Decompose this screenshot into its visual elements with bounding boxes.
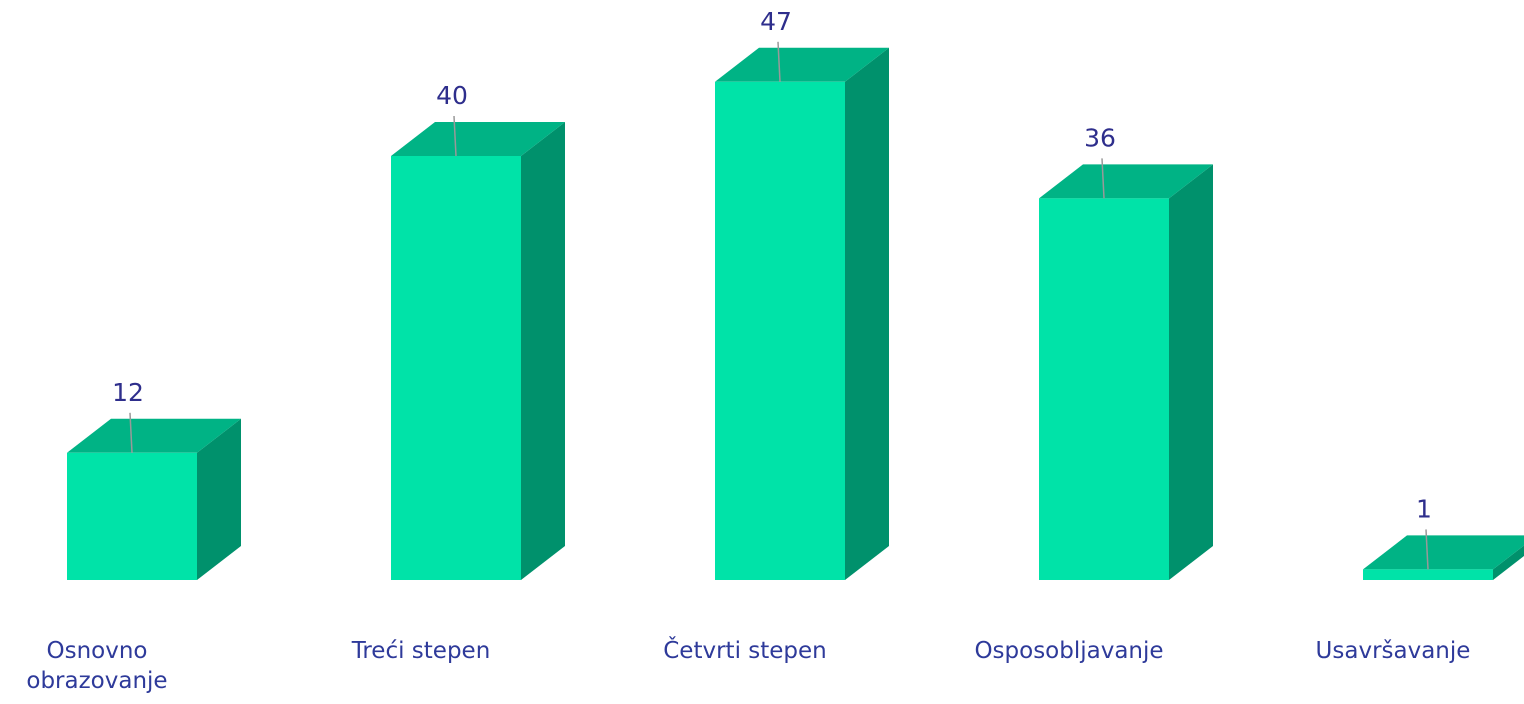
leader-line	[1101, 158, 1105, 199]
bar-top	[67, 418, 241, 453]
x-tick-label: Usavršavanje	[1315, 638, 1471, 664]
x-tick-label: Osnovno obrazovanje	[26, 638, 168, 694]
bar-side	[1493, 545, 1524, 580]
leader-line	[129, 412, 133, 453]
leader-line	[453, 115, 457, 157]
bar	[1039, 198, 1169, 580]
bar-top	[715, 47, 889, 82]
value-label: 1	[1416, 494, 1432, 523]
bar-side	[197, 418, 241, 580]
x-tick-label: Treći stepen	[351, 638, 491, 664]
leader-line	[1425, 529, 1429, 570]
x-tick-label: Četvrti stepen	[663, 638, 827, 664]
bar-side	[1169, 164, 1213, 580]
value-label: 36	[1084, 123, 1116, 152]
bar	[391, 156, 521, 580]
bar-side	[521, 122, 565, 580]
value-label: 47	[760, 7, 792, 36]
bar-top	[391, 122, 565, 156]
bar-top	[1363, 535, 1524, 570]
x-tick-label: Osposobljavanje	[974, 638, 1164, 664]
leader-line	[777, 41, 781, 82]
bar-top	[1039, 164, 1213, 199]
value-label: 12	[112, 378, 144, 407]
value-label: 40	[436, 81, 468, 110]
bar	[67, 452, 197, 580]
bar	[715, 81, 845, 581]
bar	[1363, 569, 1493, 580]
bar-side	[845, 47, 889, 581]
